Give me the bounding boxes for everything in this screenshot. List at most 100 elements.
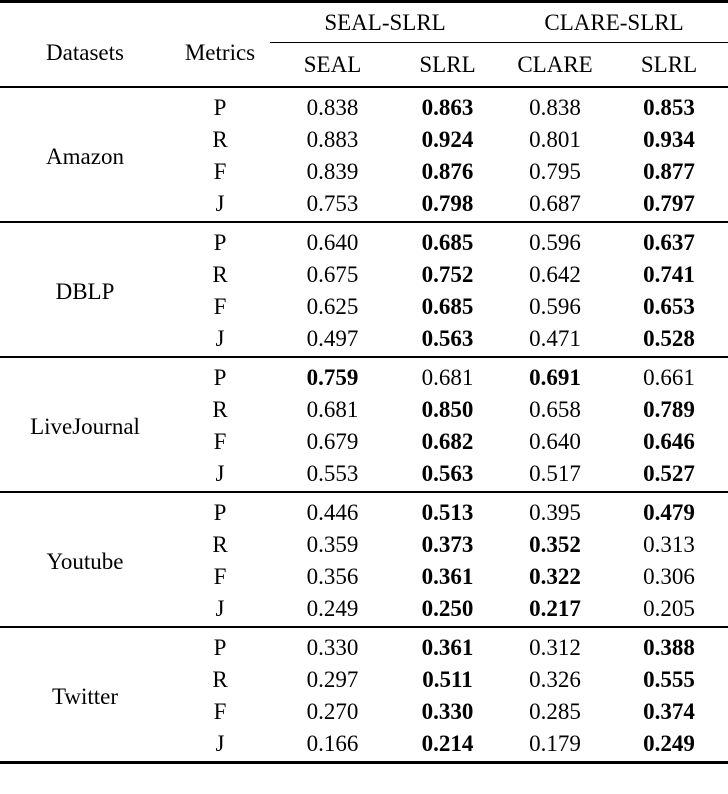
cell-value: 0.374 xyxy=(643,698,695,724)
table-row: Twitter P 0.330 0.361 0.312 0.388 xyxy=(0,627,728,708)
col-header-datasets: Datasets xyxy=(46,40,124,65)
cell-value: 0.330 xyxy=(421,698,474,724)
cell-value: 0.361 xyxy=(421,634,474,660)
metric-label: P xyxy=(213,94,227,120)
cell-value: 0.330 xyxy=(306,634,359,660)
cell-value: 0.853 xyxy=(643,94,695,120)
cell-value: 0.691 xyxy=(529,364,581,390)
metric-label: P xyxy=(213,499,227,525)
dataset-group: Youtube P 0.446 0.513 0.395 0.479 R 0.359 0.373 0… xyxy=(0,492,728,627)
col-header-slrl-1: SLRL xyxy=(419,52,476,77)
cell-value: 0.359 xyxy=(306,531,359,557)
cell-value: 0.798 xyxy=(421,190,474,216)
table-row: F 0.679 0.682 0.640 0.646 xyxy=(0,425,728,457)
metric-label: J xyxy=(215,730,225,756)
metric-label: J xyxy=(215,325,225,351)
cell-value: 0.877 xyxy=(643,158,695,184)
metric-label: P xyxy=(213,229,227,255)
cell-value: 0.306 xyxy=(643,563,695,589)
cell-value: 0.250 xyxy=(421,595,474,621)
sub-header-row: SEAL SLRL CLARE SLRL xyxy=(0,43,728,88)
cell-value: 0.640 xyxy=(306,229,359,255)
metric-label: F xyxy=(213,563,227,589)
cell-value: 0.752 xyxy=(421,261,474,287)
cell-value: 0.682 xyxy=(421,428,474,454)
cell-value: 0.388 xyxy=(643,634,695,660)
table-row: J 0.497 0.563 0.471 0.528 xyxy=(0,322,728,357)
dataset-group: Twitter P 0.330 0.361 0.312 0.388 R 0.297 0.511 0… xyxy=(0,627,728,763)
col-header-clare: CLARE xyxy=(517,52,593,77)
cell-value: 0.297 xyxy=(306,666,359,692)
metric-label: J xyxy=(215,595,225,621)
cell-value: 0.838 xyxy=(306,94,359,120)
metric-label: J xyxy=(215,460,225,486)
results-table: Datasets Metrics SEAL-SLRL CLARE-SLRL SE… xyxy=(0,0,728,764)
cell-value: 0.795 xyxy=(529,158,581,184)
col-header-seal: SEAL xyxy=(303,52,362,77)
metric-label: P xyxy=(213,634,227,660)
cell-value: 0.285 xyxy=(529,698,581,724)
table-row: J 0.753 0.798 0.687 0.797 xyxy=(0,187,728,222)
cell-value: 0.801 xyxy=(529,126,581,152)
cell-value: 0.753 xyxy=(306,190,359,216)
cell-value: 0.687 xyxy=(529,190,581,216)
dataset-label: DBLP xyxy=(55,278,115,304)
cell-value: 0.924 xyxy=(421,126,474,152)
table-row: F 0.625 0.685 0.596 0.653 xyxy=(0,290,728,322)
table-row: F 0.270 0.330 0.285 0.374 xyxy=(0,695,728,727)
col-group-clare-slrl: CLARE-SLRL xyxy=(500,1,728,43)
cell-value: 0.863 xyxy=(421,94,474,120)
cell-value: 0.934 xyxy=(643,126,695,152)
metric-label: R xyxy=(212,396,228,422)
cell-value: 0.850 xyxy=(421,396,474,422)
dataset-label: LiveJournal xyxy=(30,413,140,439)
cell-value: 0.479 xyxy=(643,499,695,525)
cell-value: 0.759 xyxy=(306,364,359,390)
cell-value: 0.653 xyxy=(643,293,695,319)
cell-value: 0.166 xyxy=(306,730,359,756)
cell-value: 0.527 xyxy=(643,460,695,486)
cell-value: 0.395 xyxy=(529,499,581,525)
col-group-seal-slrl: SEAL-SLRL xyxy=(270,1,501,43)
cell-value: 0.563 xyxy=(421,325,474,351)
cell-value: 0.839 xyxy=(306,158,359,184)
cell-value: 0.741 xyxy=(643,261,695,287)
dataset-group: DBLP P 0.640 0.685 0.596 0.637 R 0.675 0.752 0.64… xyxy=(0,222,728,357)
table-row: J 0.553 0.563 0.517 0.527 xyxy=(0,457,728,492)
dataset-group: LiveJournal P 0.759 0.681 0.691 0.661 R 0.681 0.… xyxy=(0,357,728,492)
table-row: J 0.249 0.250 0.217 0.205 xyxy=(0,592,728,627)
cell-value: 0.471 xyxy=(529,325,581,351)
metric-label: R xyxy=(212,126,228,152)
group-header-row: Datasets Metrics SEAL-SLRL CLARE-SLRL xyxy=(0,1,728,64)
table-row: LiveJournal P 0.759 0.681 0.691 0.661 xyxy=(0,357,728,438)
cell-value: 0.511 xyxy=(422,666,473,692)
metric-label: R xyxy=(212,531,228,557)
table-row: R 0.675 0.752 0.642 0.741 xyxy=(0,258,728,290)
table-row: R 0.681 0.850 0.658 0.789 xyxy=(0,393,728,425)
cell-value: 0.555 xyxy=(643,666,695,692)
cell-value: 0.681 xyxy=(306,396,359,422)
cell-value: 0.658 xyxy=(529,396,581,422)
cell-value: 0.205 xyxy=(643,595,695,621)
cell-value: 0.312 xyxy=(529,634,581,660)
cell-value: 0.497 xyxy=(306,325,359,351)
table-row: F 0.356 0.361 0.322 0.306 xyxy=(0,560,728,592)
col-header-metrics: Metrics xyxy=(184,40,256,65)
metric-label: P xyxy=(213,364,227,390)
metric-label: F xyxy=(213,293,227,319)
cell-value: 0.596 xyxy=(529,229,581,255)
dataset-label: Twitter xyxy=(51,683,119,709)
table-row: Youtube P 0.446 0.513 0.395 0.479 xyxy=(0,492,728,573)
dataset-label: Amazon xyxy=(46,143,124,169)
cell-value: 0.270 xyxy=(306,698,359,724)
cell-value: 0.214 xyxy=(421,730,474,756)
cell-value: 0.361 xyxy=(421,563,474,589)
cell-value: 0.789 xyxy=(643,396,695,422)
cell-value: 0.883 xyxy=(306,126,359,152)
table-row: R 0.359 0.373 0.352 0.313 xyxy=(0,528,728,560)
cell-value: 0.313 xyxy=(643,531,695,557)
table-row: R 0.297 0.511 0.326 0.555 xyxy=(0,663,728,695)
cell-value: 0.356 xyxy=(306,563,359,589)
cell-value: 0.838 xyxy=(529,94,581,120)
cell-value: 0.646 xyxy=(643,428,695,454)
